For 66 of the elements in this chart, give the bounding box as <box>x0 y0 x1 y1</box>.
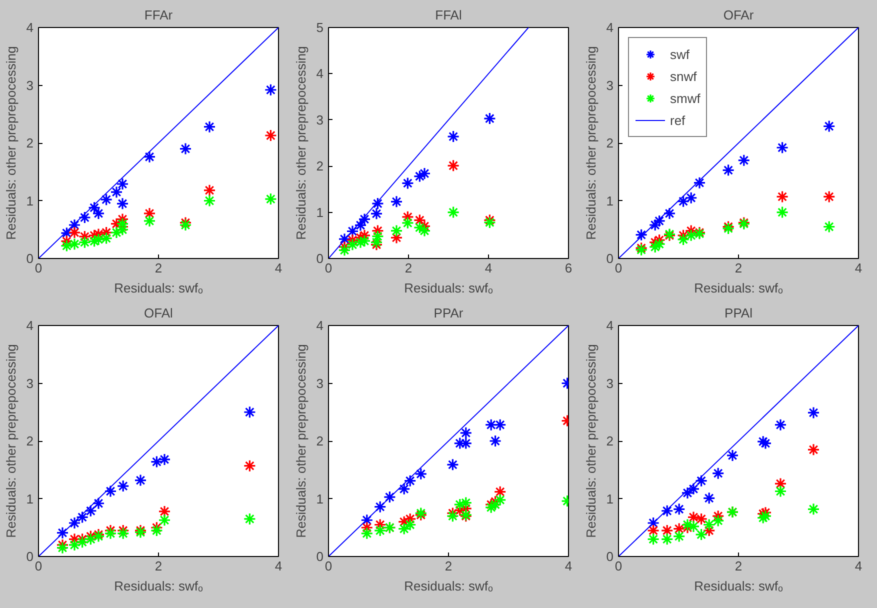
chart-title: FFAl <box>435 8 462 22</box>
x-axis-title: Residuals: swfₒ <box>694 578 783 594</box>
x-tick-label: 2 <box>404 260 412 276</box>
y-tick-label: 2 <box>26 136 34 150</box>
y-tick-label: 1 <box>606 491 614 506</box>
y-tick-label: 3 <box>26 376 34 391</box>
y-tick-label: 2 <box>606 434 614 448</box>
y-axis-title: Residuals: other preprepocessing <box>3 344 18 538</box>
x-axis-title: Residuals: swfₒ <box>404 578 493 594</box>
y-tick-label: 3 <box>316 376 324 391</box>
legend-label: smwf <box>670 90 700 106</box>
y-tick-label: 3 <box>316 112 324 128</box>
legend-label: snwf <box>670 68 697 84</box>
x-tick-label: 4 <box>564 558 572 574</box>
y-tick-label: 0 <box>26 251 34 266</box>
y-tick-label: 0 <box>26 549 34 564</box>
y-tick-label: 3 <box>26 78 34 93</box>
y-tick-label: 4 <box>316 318 324 333</box>
y-axis-title: Residuals: other preprepocessing <box>583 344 598 538</box>
y-tick-label: 4 <box>26 20 34 35</box>
y-tick-label: 2 <box>316 158 324 174</box>
y-tick-label: 4 <box>606 318 614 333</box>
chart-title: PPAr <box>434 306 464 320</box>
y-tick-label: 2 <box>316 434 324 448</box>
y-tick-label: 2 <box>606 136 614 150</box>
y-tick-label: 3 <box>606 78 614 93</box>
y-tick-label: 5 <box>316 20 324 35</box>
y-axis-title: Residuals: other preprepocessing <box>293 46 308 240</box>
x-axis-title: Residuals: swfₒ <box>694 280 783 296</box>
y-axis-title: Residuals: other preprepocessing <box>293 344 308 538</box>
y-tick-label: 4 <box>316 66 324 82</box>
chart-title: PPAl <box>724 306 753 320</box>
x-axis-title: Residuals: swfₒ <box>114 280 203 296</box>
y-tick-label: 3 <box>606 376 614 391</box>
y-tick-label: 4 <box>606 20 614 35</box>
y-tick-label: 2 <box>26 434 34 448</box>
x-tick-label: 4 <box>274 558 282 574</box>
y-tick-label: 1 <box>26 491 34 506</box>
x-tick-label: 2 <box>154 260 162 276</box>
x-tick-label: 2 <box>734 260 742 276</box>
y-tick-label: 1 <box>316 204 324 220</box>
chart-title: FFAr <box>144 8 174 22</box>
chart-title: OFAl <box>144 306 174 320</box>
y-tick-label: 0 <box>606 251 614 266</box>
y-axis-title: Residuals: other preprepocessing <box>3 46 18 240</box>
x-tick-label: 4 <box>854 558 862 574</box>
x-axis-title: Residuals: swfₒ <box>404 280 493 296</box>
chart-title: OFAr <box>723 8 754 22</box>
y-tick-label: 0 <box>316 549 324 564</box>
y-axis-title: Residuals: other preprepocessing <box>583 46 598 240</box>
x-tick-label: 4 <box>274 260 282 276</box>
y-tick-label: 1 <box>316 491 324 506</box>
y-tick-label: 1 <box>26 193 34 208</box>
x-tick-label: 4 <box>484 260 492 276</box>
x-tick-label: 6 <box>564 260 572 276</box>
x-tick-label: 2 <box>734 558 742 574</box>
x-tick-label: 4 <box>854 260 862 276</box>
legend-label: swf <box>670 46 690 62</box>
x-tick-label: 2 <box>154 558 162 574</box>
legend-label: ref <box>670 112 686 128</box>
y-tick-label: 0 <box>316 251 324 266</box>
y-tick-label: 0 <box>606 549 614 564</box>
y-tick-label: 4 <box>26 318 34 333</box>
x-tick-label: 2 <box>444 558 452 574</box>
x-axis-title: Residuals: swfₒ <box>114 578 203 594</box>
y-tick-label: 1 <box>606 193 614 208</box>
